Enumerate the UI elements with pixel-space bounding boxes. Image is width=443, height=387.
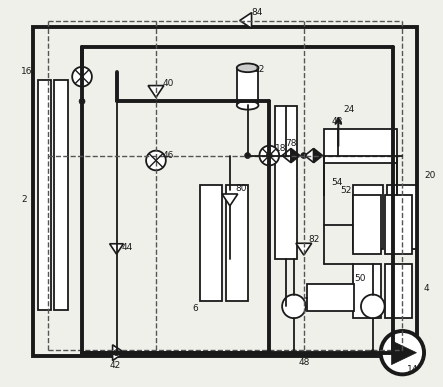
Bar <box>226 185 248 301</box>
Polygon shape <box>291 149 300 163</box>
Text: 80: 80 <box>236 183 247 193</box>
Polygon shape <box>305 149 314 163</box>
Text: 48: 48 <box>331 116 343 125</box>
Circle shape <box>361 295 385 318</box>
Bar <box>353 264 381 318</box>
Polygon shape <box>148 86 164 98</box>
Bar <box>353 195 381 254</box>
Bar <box>237 68 258 105</box>
Circle shape <box>370 350 376 356</box>
Text: 46: 46 <box>163 151 174 160</box>
Circle shape <box>113 350 120 356</box>
Bar <box>275 106 297 259</box>
Polygon shape <box>222 194 238 206</box>
Circle shape <box>282 295 306 318</box>
Bar <box>353 185 383 249</box>
Polygon shape <box>282 149 291 163</box>
Text: 84: 84 <box>252 8 263 17</box>
Bar <box>323 129 397 163</box>
Bar <box>385 195 412 254</box>
Text: 40: 40 <box>163 79 174 88</box>
Bar <box>33 27 417 356</box>
Polygon shape <box>314 149 323 163</box>
Circle shape <box>260 146 279 165</box>
Polygon shape <box>109 244 124 254</box>
Text: 24: 24 <box>343 105 354 114</box>
Text: 4: 4 <box>424 284 430 293</box>
Text: 12: 12 <box>253 65 265 74</box>
Circle shape <box>72 67 92 87</box>
Text: 16: 16 <box>21 67 32 76</box>
Polygon shape <box>240 13 252 28</box>
Text: 2: 2 <box>21 195 27 204</box>
Text: 14: 14 <box>407 365 419 374</box>
Text: 42: 42 <box>109 361 121 370</box>
Bar <box>38 80 51 310</box>
Bar <box>387 185 416 249</box>
Text: 52: 52 <box>340 185 352 195</box>
Bar <box>200 185 222 301</box>
Polygon shape <box>296 243 312 255</box>
Text: 78: 78 <box>285 139 296 148</box>
Circle shape <box>291 350 297 356</box>
Circle shape <box>245 152 251 159</box>
Ellipse shape <box>237 101 258 110</box>
Text: 6: 6 <box>192 304 198 313</box>
Bar <box>307 284 354 311</box>
Polygon shape <box>113 345 124 361</box>
Circle shape <box>266 152 272 159</box>
Text: 50: 50 <box>354 274 365 283</box>
Text: 82: 82 <box>309 235 320 244</box>
Text: 18: 18 <box>275 144 287 153</box>
Text: 54: 54 <box>331 178 343 187</box>
Bar <box>54 80 68 310</box>
Circle shape <box>381 331 424 374</box>
Polygon shape <box>392 341 416 365</box>
Text: 20: 20 <box>424 171 435 180</box>
Circle shape <box>146 151 166 170</box>
Text: 44: 44 <box>121 243 133 252</box>
Bar <box>385 264 412 318</box>
Circle shape <box>266 350 272 356</box>
Ellipse shape <box>237 63 258 72</box>
Circle shape <box>79 98 85 104</box>
Circle shape <box>301 152 307 159</box>
Text: 48: 48 <box>299 358 310 367</box>
